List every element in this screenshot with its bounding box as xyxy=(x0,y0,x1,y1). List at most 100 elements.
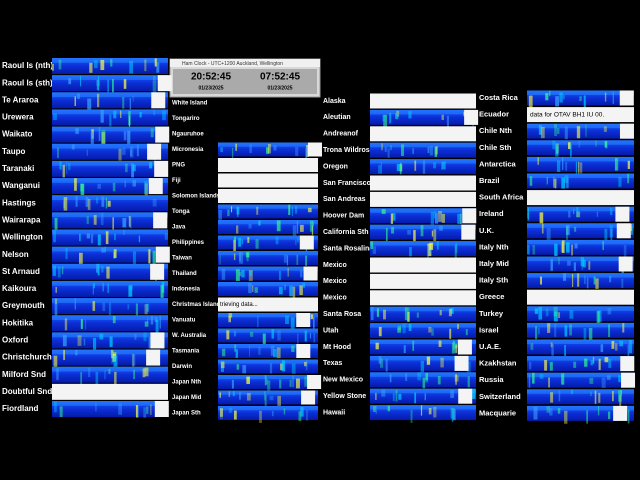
spectrogram-streak xyxy=(235,143,237,151)
spectrogram-streak xyxy=(383,309,386,320)
spectrogram-streak xyxy=(545,93,549,101)
spectrogram-streak xyxy=(97,76,100,91)
spectrogram-streak xyxy=(53,355,58,368)
spectrogram-streak xyxy=(233,330,237,337)
spectrogram-streak xyxy=(555,144,559,157)
spectrogram-streak xyxy=(390,145,392,151)
spectrogram-streak xyxy=(248,282,252,294)
spectrogram-streak xyxy=(376,308,379,317)
spectrogram-band xyxy=(52,246,168,252)
spectrogram-band xyxy=(52,280,168,286)
spectrogram-streak xyxy=(106,266,110,279)
spectrogram-streak xyxy=(455,242,458,253)
spectrogram-streak xyxy=(617,159,619,171)
spectrogram-streak xyxy=(153,109,155,116)
spectrogram-streak xyxy=(257,315,259,328)
spectrogram-streak xyxy=(313,333,315,343)
spectrogram-streak xyxy=(289,379,292,387)
spectrogram-streak xyxy=(124,180,126,188)
spectrogram-streak xyxy=(300,407,304,417)
spectrogram-streak xyxy=(312,221,314,226)
spectrogram-streak xyxy=(218,209,222,221)
station-label: Aleutian xyxy=(323,114,351,121)
plot-margin xyxy=(464,109,479,125)
spectrogram-band xyxy=(370,109,476,115)
spectrogram-streak xyxy=(283,408,286,415)
station-label: Greymouth xyxy=(2,301,45,310)
station-label: Indonesia xyxy=(172,287,201,293)
spectrogram-streak xyxy=(300,269,303,278)
spectrogram-streak xyxy=(311,225,314,235)
station-label: U.K. xyxy=(479,226,494,235)
spectrogram-streak xyxy=(127,304,130,310)
plot-margin xyxy=(155,246,170,263)
empty-plot xyxy=(370,175,476,191)
spectrogram-streak xyxy=(297,333,299,345)
spectrogram-streak xyxy=(148,162,153,169)
plot-margin xyxy=(307,375,322,389)
station-label: Utah xyxy=(323,327,339,334)
spectrogram-streak xyxy=(553,176,555,187)
spectrogram-streak xyxy=(291,345,295,353)
spectrogram-streak xyxy=(538,124,542,135)
spectrogram-streak xyxy=(438,340,442,347)
spectrogram-streak xyxy=(128,285,133,298)
spectrogram-streak xyxy=(544,360,548,371)
utc-date: 01/23/2025 xyxy=(198,85,223,91)
spectrogram-streak xyxy=(160,285,164,298)
spectrogram-streak xyxy=(579,96,582,102)
spectrogram-streak xyxy=(614,158,618,171)
station-label: South Africa xyxy=(479,193,524,202)
spectrogram-streak xyxy=(219,255,221,265)
station-label: Java xyxy=(172,225,186,231)
spectrogram-streak xyxy=(262,333,266,345)
spectrogram-streak xyxy=(453,340,455,350)
spectrogram-streak xyxy=(285,315,289,325)
spectrogram-streak xyxy=(457,213,462,224)
plot-margin xyxy=(296,313,311,327)
window-title: Ham Clock - UTC+1200 Auckland, Wellingto… xyxy=(182,61,283,67)
spectrogram-streak xyxy=(95,402,97,412)
spectrogram-streak xyxy=(144,59,147,72)
spectrogram-streak xyxy=(112,182,116,192)
spectrogram-streak xyxy=(611,340,615,349)
spectrogram-streak xyxy=(381,143,383,151)
plot-margin xyxy=(296,344,311,358)
empty-plot xyxy=(370,273,476,289)
spectrogram-streak xyxy=(441,114,444,120)
spectrogram-streak xyxy=(574,243,578,249)
spectrogram-streak xyxy=(610,207,613,215)
spectrogram-streak xyxy=(310,314,314,320)
spectrogram-streak xyxy=(457,324,460,330)
spectrogram-streak xyxy=(55,298,57,304)
spectrogram-band xyxy=(218,282,318,287)
station-label: Costa Rica xyxy=(479,93,519,102)
spectrogram-streak xyxy=(150,404,152,415)
spectrogram-streak xyxy=(417,372,422,381)
station-label: Ireland xyxy=(479,209,504,218)
spectrogram-streak xyxy=(143,407,147,418)
spectrogram-streak xyxy=(538,327,540,335)
station-label: Chile Nth xyxy=(479,126,512,135)
spectrogram-streak xyxy=(144,367,149,377)
spectrogram-band xyxy=(218,142,318,147)
spectrogram-streak xyxy=(427,246,429,260)
spectrogram-band xyxy=(52,75,168,80)
station-label: Oxford xyxy=(2,336,28,345)
spectrogram-streak xyxy=(553,306,558,317)
spectrogram-streak xyxy=(220,147,223,152)
spectrogram-streak xyxy=(386,227,388,242)
clock-panel xyxy=(173,69,317,94)
spectrogram-streak xyxy=(304,330,307,342)
spectrogram-band xyxy=(52,263,168,269)
station-label: Christchurch xyxy=(2,353,52,362)
spectrogram-streak xyxy=(232,391,235,397)
plot-margin xyxy=(458,388,473,404)
spectrogram-band xyxy=(52,126,168,132)
spectrogram-streak xyxy=(601,377,606,388)
spectrogram-streak xyxy=(396,163,401,171)
empty-plot xyxy=(527,289,634,305)
spectrogram-streak xyxy=(564,344,567,359)
spectrogram-streak xyxy=(63,197,68,211)
spectrogram-streak xyxy=(528,95,533,109)
